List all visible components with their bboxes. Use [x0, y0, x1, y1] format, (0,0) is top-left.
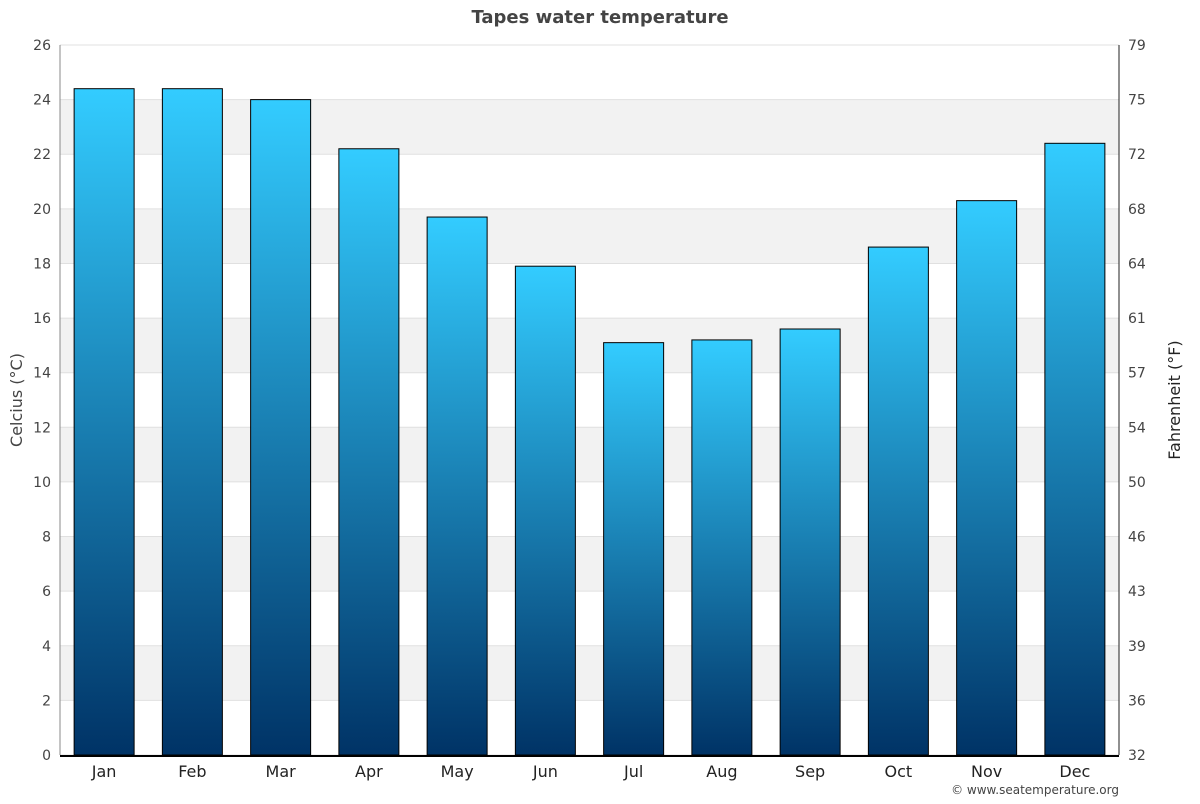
bar-nov — [956, 200, 1018, 756]
y-tick-label: 20 — [33, 202, 51, 218]
x-tick-label: Oct — [885, 762, 913, 781]
x-tick-label: Apr — [355, 762, 383, 781]
grid-band — [60, 208, 1119, 264]
y2-tick-label: 36 — [1128, 693, 1146, 709]
grid-band — [60, 536, 1119, 592]
x-tick-label: Feb — [178, 762, 206, 781]
y2-tick-label: 64 — [1128, 256, 1146, 272]
y2-tick-label: 57 — [1128, 366, 1146, 382]
y2-tick-label: 72 — [1128, 147, 1146, 163]
y2-tick-label: 68 — [1128, 202, 1146, 218]
y2-tick-label: 50 — [1128, 475, 1146, 491]
grid-band — [60, 99, 1119, 155]
y-tick-label: 18 — [33, 256, 51, 272]
bar-jun — [514, 265, 576, 756]
bar-dec — [1044, 142, 1106, 756]
y2-tick-label: 32 — [1128, 748, 1146, 764]
x-tick-label: Jan — [91, 762, 117, 781]
y-tick-label: 26 — [33, 38, 51, 54]
y2-tick-label: 75 — [1128, 93, 1146, 109]
x-tick-label: Mar — [266, 762, 297, 781]
x-tick-label: Jul — [623, 762, 643, 781]
bar-sep — [779, 328, 841, 756]
bar-jan — [73, 88, 135, 756]
bar-jul — [603, 342, 665, 756]
y-tick-label: 12 — [33, 420, 51, 436]
y2-tick-label: 79 — [1128, 38, 1146, 54]
grid-band — [60, 427, 1119, 482]
y-tick-label: 0 — [42, 748, 51, 764]
y-axis-label: Celcius (°C) — [7, 353, 26, 447]
y-tick-label: 14 — [33, 366, 51, 382]
x-tick-label: May — [441, 762, 474, 781]
x-tick-label: Dec — [1059, 762, 1090, 781]
y-tick-label: 10 — [33, 475, 51, 491]
x-tick-label: Aug — [706, 762, 737, 781]
y-tick-label: 8 — [42, 530, 51, 546]
y2-tick-label: 54 — [1128, 420, 1146, 436]
grid-band — [60, 318, 1119, 373]
y2-axis-label: Fahrenheit (°F) — [1165, 340, 1184, 459]
y-tick-label: 6 — [42, 584, 51, 600]
x-tick-label: Sep — [795, 762, 825, 781]
x-tick-label: Jun — [532, 762, 558, 781]
bar-apr — [338, 148, 400, 756]
y2-tick-label: 43 — [1128, 584, 1146, 600]
y-tick-label: 2 — [42, 693, 51, 709]
x-tick-label: Nov — [971, 762, 1002, 781]
chart-title: Tapes water temperature — [471, 7, 729, 28]
y-tick-label: 24 — [33, 93, 51, 109]
y2-tick-label: 61 — [1128, 311, 1146, 327]
y-tick-label: 16 — [33, 311, 51, 327]
bar-aug — [691, 339, 753, 756]
grid-band — [60, 645, 1119, 701]
y2-tick-label: 46 — [1128, 530, 1146, 546]
y-tick-label: 4 — [42, 639, 51, 655]
y2-tick-label: 39 — [1128, 639, 1146, 655]
credit-text: © www.seatemperature.org — [951, 783, 1119, 797]
bar-feb — [161, 88, 223, 756]
bar-mar — [250, 99, 312, 756]
bar-may — [426, 216, 488, 756]
y-tick-label: 22 — [33, 147, 51, 163]
bar-oct — [867, 246, 929, 756]
